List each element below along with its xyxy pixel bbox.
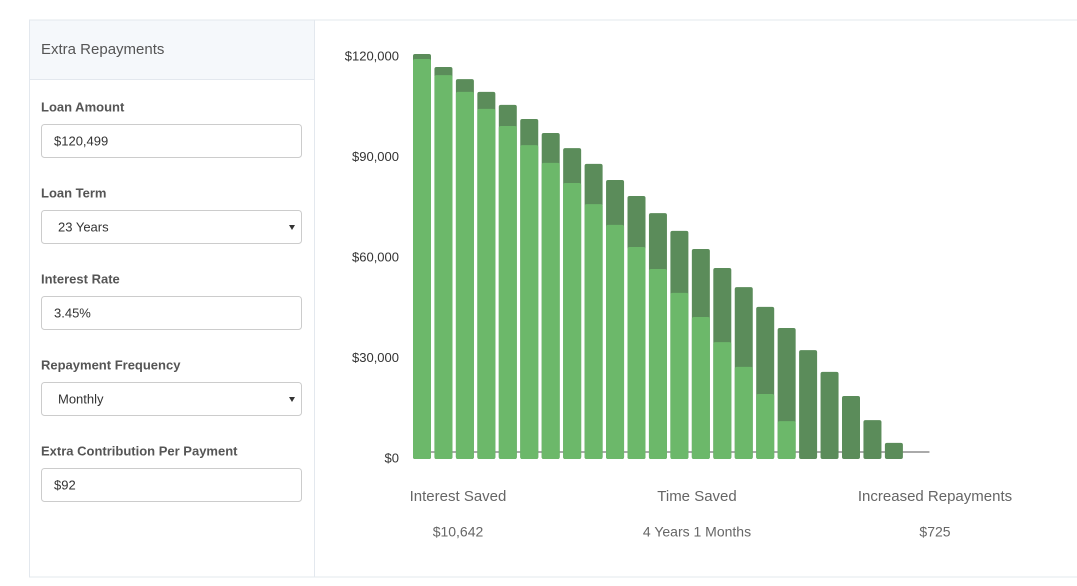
summary-value: $725 (919, 524, 950, 540)
bar (498, 126, 517, 459)
bar (520, 145, 539, 460)
field-value: $92 (54, 477, 76, 492)
bar (842, 396, 860, 459)
bar (799, 350, 818, 459)
bar (884, 442, 903, 459)
select-box[interactable] (41, 382, 302, 416)
y-tick-label: $90,000 (352, 149, 399, 164)
bar (863, 420, 882, 459)
summary-label: Time Saved (657, 488, 736, 505)
field-label: Extra Contribution Per Payment (41, 443, 238, 458)
field-label: Loan Amount (41, 99, 125, 114)
bar (713, 342, 732, 459)
dropdown-arrow (289, 397, 295, 402)
field-value: 3.45% (54, 305, 91, 320)
select-box[interactable] (41, 210, 302, 244)
bar (455, 91, 474, 459)
field-value: $120,499 (54, 133, 108, 148)
field-value: Monthly (58, 391, 104, 406)
bar (691, 316, 710, 459)
bar (477, 108, 496, 460)
input-box[interactable] (41, 296, 302, 330)
field-label: Loan Term (41, 185, 107, 200)
y-tick-label: $30,000 (352, 350, 399, 365)
panel-title: Extra Repayments (41, 41, 164, 58)
bar (541, 162, 560, 460)
bar (820, 371, 839, 459)
bar (606, 224, 625, 459)
dropdown-arrow (289, 225, 295, 230)
y-tick-label: $60,000 (352, 249, 399, 264)
field-label: Repayment Frequency (41, 357, 181, 372)
input-box[interactable] (41, 468, 302, 502)
summary-value: 4 Years 1 Months (643, 524, 751, 540)
panel-header (29, 20, 315, 79)
y-tick-label: $0 (385, 450, 399, 465)
bar (777, 421, 796, 459)
bar (648, 269, 667, 459)
bar (584, 204, 603, 459)
bar (734, 366, 753, 459)
summary-label: Interest Saved (410, 488, 507, 505)
y-tick-label: $120,000 (345, 48, 399, 63)
summary-value: $10,642 (433, 524, 484, 540)
field-label: Interest Rate (41, 271, 120, 286)
bar (756, 394, 775, 459)
bar (627, 246, 646, 459)
input-box[interactable] (41, 124, 302, 158)
field-value: 23 Years (58, 219, 109, 234)
bar (413, 59, 431, 459)
bar (563, 182, 582, 459)
bar (670, 292, 689, 459)
summary-label: Increased Repayments (858, 488, 1012, 505)
bar (434, 75, 453, 459)
